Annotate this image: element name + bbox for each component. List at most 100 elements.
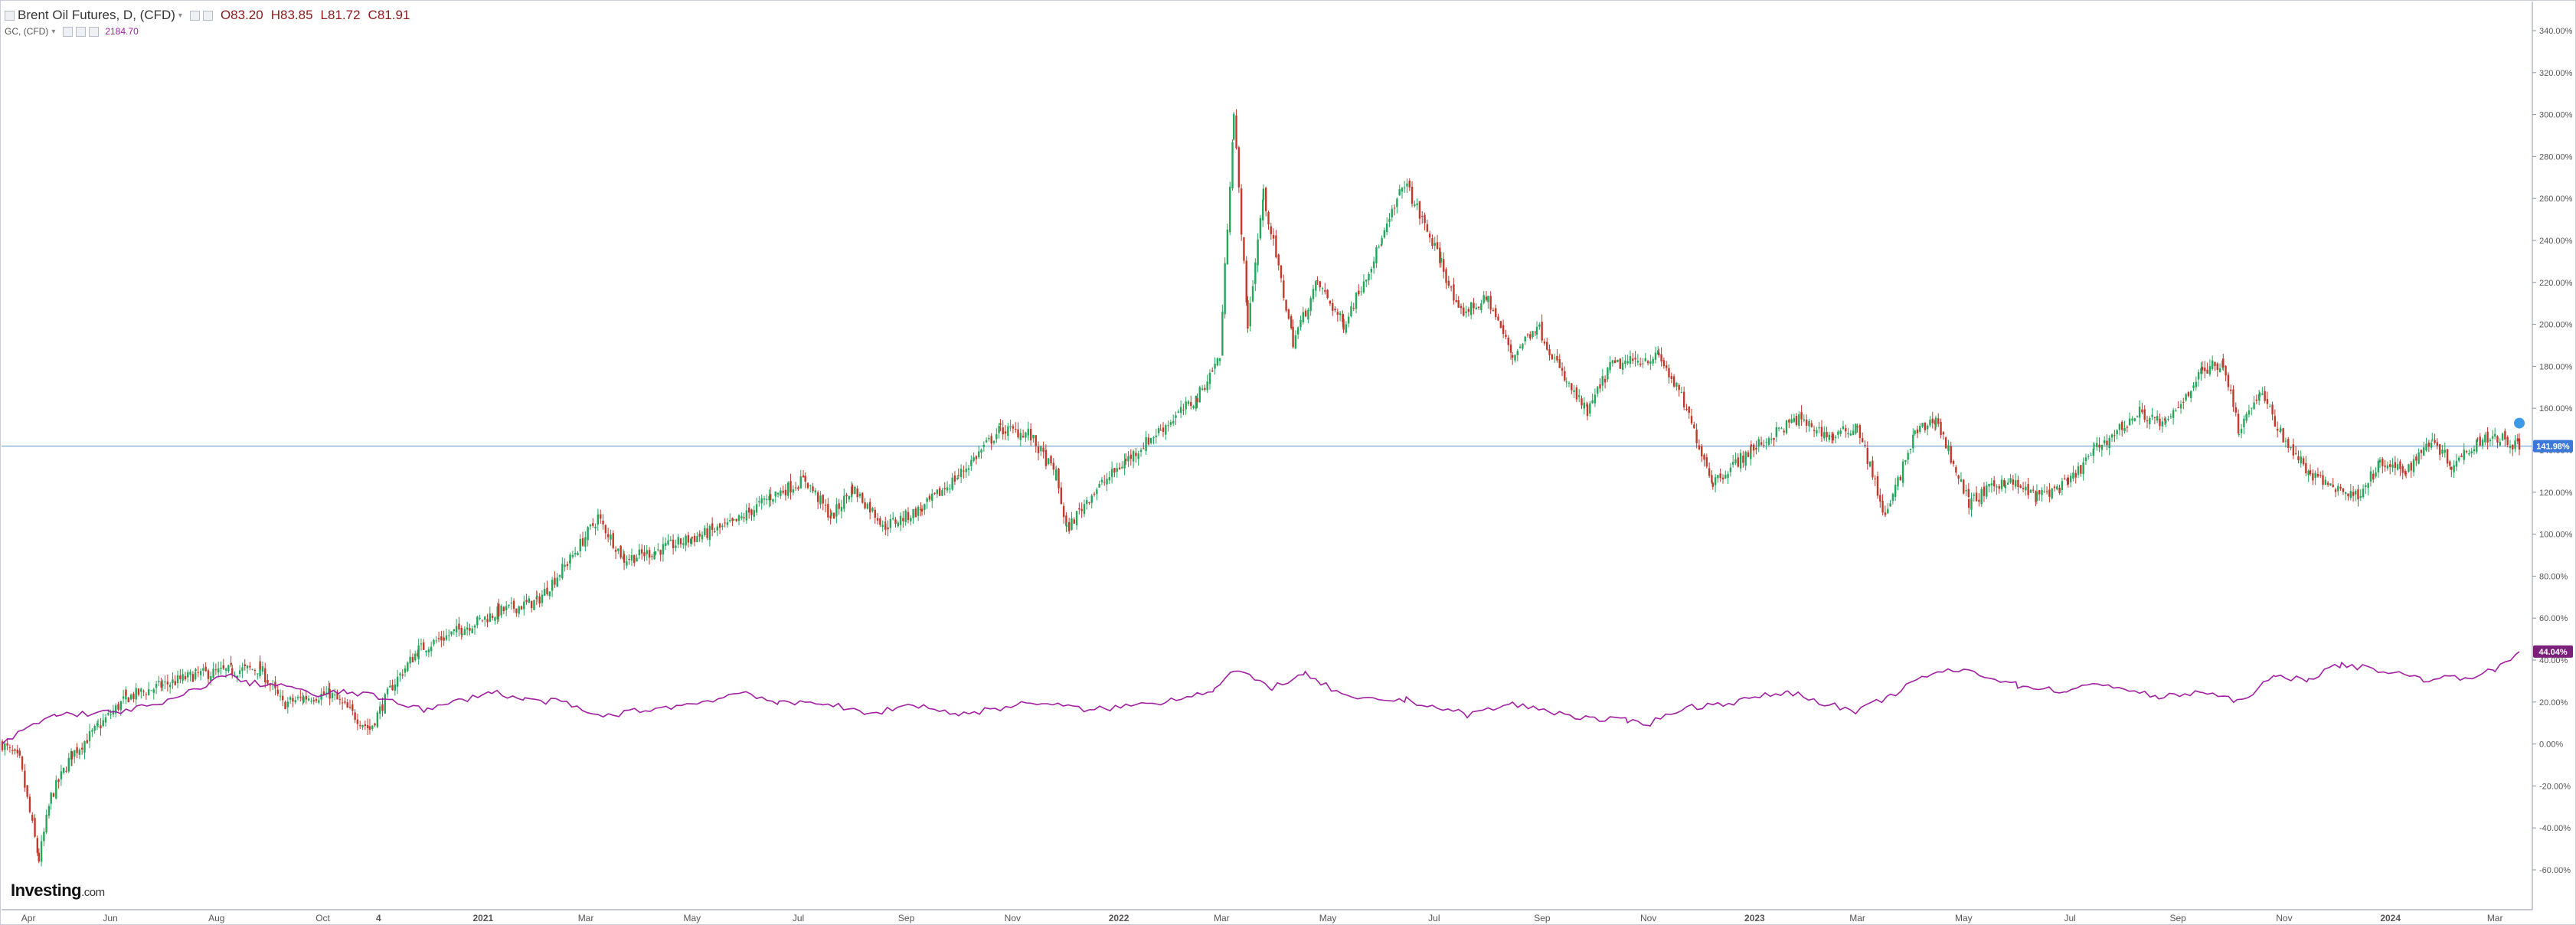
candle-body xyxy=(2106,440,2108,446)
candle-body xyxy=(2240,429,2243,433)
candle-body xyxy=(1858,425,1862,438)
y-tick-label: 120.00% xyxy=(2539,489,2573,498)
candle-body xyxy=(2029,489,2032,493)
candle-body xyxy=(1237,147,1241,188)
candle-body xyxy=(2035,491,2038,501)
candle-body xyxy=(1573,390,1575,392)
collapse-legend-icon[interactable] xyxy=(5,10,15,21)
time-axis[interactable]: Apr Jun Aug Oct 4 2021 Mar May Jul Sep Nov 2022 Mar M… xyxy=(21,913,2503,923)
candle-body xyxy=(1321,288,1324,289)
candle-body xyxy=(1169,422,1172,425)
candle-body xyxy=(685,535,687,546)
candle-body xyxy=(1607,368,1609,380)
candle-body xyxy=(409,656,411,664)
candle-body xyxy=(486,619,489,623)
candle-body xyxy=(546,587,548,595)
candle-body xyxy=(473,626,476,628)
candle-body xyxy=(127,697,130,703)
candle-body xyxy=(1106,479,1108,485)
compare-symbol[interactable]: GC, (CFD) xyxy=(5,26,49,37)
chevron-down-icon[interactable]: ▾ xyxy=(178,11,182,20)
candle-body xyxy=(799,476,802,489)
candle-body xyxy=(733,519,735,521)
chevron-down-icon[interactable]: ▾ xyxy=(51,27,56,36)
candle-body xyxy=(1381,238,1383,244)
settings-icon[interactable] xyxy=(189,10,200,21)
candle-body xyxy=(2473,449,2476,452)
candle-body xyxy=(2084,457,2087,462)
candle-body xyxy=(231,668,234,675)
instrument-title[interactable]: Brent Oil Futures, D, (CFD) xyxy=(18,8,175,22)
candle-body xyxy=(1750,444,1753,447)
candle-body xyxy=(2266,399,2269,404)
candle-body xyxy=(2302,458,2305,465)
candle-body xyxy=(2080,465,2082,474)
candle-body xyxy=(1352,308,1355,309)
candle-body xyxy=(47,806,51,816)
price-axis[interactable]: 340.00% 320.00% 300.00% 280.00% 260.00% 240.0… xyxy=(2532,27,2573,875)
candle-body xyxy=(150,690,152,691)
candle-body xyxy=(814,490,817,493)
candle-body xyxy=(1185,401,1187,410)
candle-body xyxy=(956,478,959,479)
candle-body xyxy=(284,701,286,710)
settings-icon[interactable] xyxy=(76,26,87,37)
y-tick-label: 200.00% xyxy=(2539,321,2573,330)
candle-body xyxy=(2069,476,2072,482)
candle-body xyxy=(24,770,26,788)
candle-body xyxy=(1505,335,1507,337)
candle-body xyxy=(217,668,220,673)
candle-body xyxy=(1535,326,1538,335)
main-legend: Brent Oil Futures, D, (CFD) ▾ O83.20 H83… xyxy=(5,8,417,23)
candle-body xyxy=(1586,404,1589,417)
candle-body xyxy=(2352,492,2355,496)
candle-body xyxy=(458,623,460,630)
candle-body xyxy=(423,642,425,650)
candle-body xyxy=(1229,186,1231,233)
candle-body xyxy=(2032,489,2035,491)
candle-body xyxy=(677,537,679,545)
candle-body xyxy=(1007,426,1009,436)
candle-body xyxy=(696,536,698,543)
candle-body xyxy=(1826,432,1828,438)
candle-body xyxy=(2247,410,2251,415)
candle-body xyxy=(1113,468,1116,473)
candle-body xyxy=(508,604,510,606)
y-tick-label: 100.00% xyxy=(2539,531,2573,540)
candle-body xyxy=(714,531,716,532)
candle-body xyxy=(1135,453,1137,456)
candle-body xyxy=(2165,420,2167,423)
candle-body xyxy=(1086,500,1088,505)
candle-body xyxy=(1529,334,1532,339)
candle-body xyxy=(494,617,496,621)
candle-body xyxy=(2284,440,2287,442)
candle-body xyxy=(1473,302,1475,309)
candle-body xyxy=(1362,281,1365,293)
candle-body xyxy=(1495,308,1497,318)
high-text: H83.85 xyxy=(270,8,313,22)
candle-body xyxy=(1485,296,1488,300)
candle-body xyxy=(11,750,14,752)
candle-body xyxy=(1414,204,1416,207)
candle-body xyxy=(856,488,858,498)
candle-body xyxy=(1897,477,1899,487)
candle-body xyxy=(2146,420,2149,422)
candle-body xyxy=(2121,421,2123,430)
candle-body xyxy=(83,741,86,753)
candle-body xyxy=(2427,442,2431,447)
candle-body xyxy=(57,779,60,782)
visibility-icon[interactable] xyxy=(63,26,74,37)
y-tick-label: -60.00% xyxy=(2539,866,2571,875)
candle-body xyxy=(1360,291,1362,293)
candle-body xyxy=(914,508,917,518)
candle-body xyxy=(2128,418,2131,426)
close-icon[interactable] xyxy=(89,26,100,37)
candle-body xyxy=(176,675,179,684)
candle-body xyxy=(489,613,492,622)
candle-body xyxy=(2133,418,2136,421)
candle-body xyxy=(1912,434,1914,449)
candle-body xyxy=(2516,438,2519,442)
candle-body xyxy=(1125,459,1127,462)
close-icon[interactable] xyxy=(202,10,213,21)
